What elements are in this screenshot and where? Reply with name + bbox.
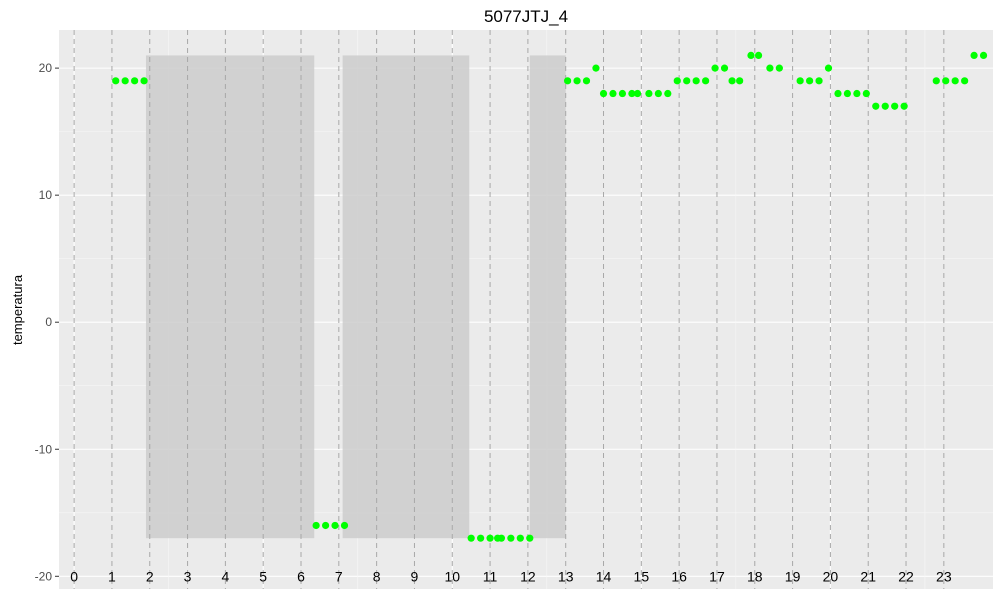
data-point: [891, 102, 899, 110]
hour-label: 3: [184, 568, 192, 584]
data-point: [711, 64, 719, 72]
data-point: [592, 64, 600, 72]
data-point: [618, 89, 627, 98]
hour-label: 14: [596, 568, 612, 584]
shaded-regions: [145, 55, 566, 539]
data-point: [824, 64, 833, 72]
y-axis-ticks: -20 -10 0 10 20: [35, 61, 59, 583]
data-point: [628, 89, 636, 98]
data-point: [683, 77, 691, 85]
data-point: [766, 64, 774, 72]
data-point: [970, 51, 978, 60]
data-point: [951, 77, 959, 85]
data-point: [942, 77, 950, 85]
data-point: [340, 521, 349, 530]
hour-label: 1: [108, 568, 116, 584]
data-point: [775, 64, 783, 72]
hour-labels: 0 1 2 3 4 5 6 7 8 9 10 11 12 13 14 15 16 17 18 19 20 21 22 23: [70, 568, 952, 584]
data-point: [853, 89, 861, 98]
data-point: [645, 89, 653, 98]
data-point: [121, 77, 129, 85]
hour-label: 20: [823, 568, 839, 584]
data-point: [796, 77, 804, 85]
hour-label: 5: [259, 568, 267, 584]
data-point: [843, 89, 852, 98]
data-point: [881, 102, 889, 110]
data-points: [112, 51, 988, 542]
data-point: [516, 534, 524, 542]
hour-label: 13: [558, 568, 574, 584]
hour-label: 11: [483, 568, 498, 584]
hour-label: 6: [297, 568, 305, 584]
data-point: [979, 51, 988, 60]
hour-label: 22: [898, 568, 914, 584]
y-axis-label: temperatura: [10, 274, 25, 345]
data-point: [112, 77, 120, 85]
hour-label: 9: [411, 568, 419, 584]
data-point: [497, 534, 506, 542]
hour-label: 4: [221, 568, 229, 584]
hour-label: 17: [709, 568, 725, 584]
data-point: [467, 534, 475, 542]
data-point: [862, 89, 870, 98]
data-point: [834, 89, 842, 98]
hour-label: 12: [520, 568, 536, 584]
data-point: [131, 77, 139, 85]
data-point: [321, 521, 330, 530]
data-point: [692, 77, 700, 85]
data-point: [507, 534, 515, 542]
y-tick-label: -20: [35, 569, 53, 583]
hour-label: 15: [634, 568, 650, 584]
data-point: [664, 89, 672, 98]
data-point: [961, 77, 969, 85]
data-point: [633, 89, 642, 98]
data-point: [806, 77, 814, 85]
shaded-region: [145, 55, 315, 539]
hour-label: 21: [860, 568, 876, 584]
data-point: [312, 521, 320, 530]
data-point: [872, 102, 880, 110]
hour-label: 16: [671, 568, 687, 584]
data-point: [609, 89, 617, 98]
data-point: [728, 77, 736, 85]
data-point: [654, 89, 662, 98]
data-point: [736, 77, 744, 85]
hour-label: 18: [747, 568, 763, 584]
data-point: [932, 77, 940, 85]
y-tick-label: -10: [35, 442, 53, 456]
hour-divider-lines: [73, 30, 945, 589]
y-tick-label: 0: [45, 315, 52, 329]
y-tick-label: 20: [39, 61, 53, 75]
data-point: [673, 77, 681, 85]
hour-label: 2: [146, 568, 154, 584]
chart-title: 5077JTJ_4: [484, 7, 568, 26]
data-point: [720, 64, 729, 72]
data-point: [563, 77, 572, 85]
data-point: [331, 521, 339, 530]
y-tick-label: 10: [39, 188, 53, 202]
hour-label: 0: [70, 568, 78, 584]
hour-label: 19: [785, 568, 801, 584]
hour-label: 7: [335, 568, 343, 584]
data-point: [702, 77, 710, 85]
data-point: [747, 51, 755, 60]
data-point: [900, 102, 908, 110]
data-point: [526, 534, 534, 542]
data-point: [573, 77, 581, 85]
hour-label: 8: [373, 568, 381, 584]
data-point: [140, 77, 148, 85]
data-point: [815, 77, 823, 85]
data-point: [477, 534, 485, 542]
data-point: [599, 89, 608, 98]
hour-label: 10: [444, 568, 460, 584]
data-point: [582, 77, 591, 85]
hour-label: 23: [936, 568, 952, 584]
shaded-region: [342, 55, 470, 539]
data-point: [486, 534, 494, 542]
data-point: [754, 51, 763, 60]
shaded-region: [529, 55, 566, 539]
